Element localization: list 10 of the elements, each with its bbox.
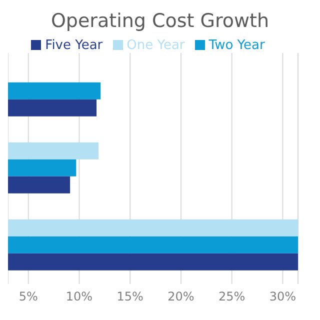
x-tick-label: 20%: [168, 290, 194, 304]
legend-label: Two Year: [208, 38, 265, 53]
legend-label: One Year: [126, 38, 185, 53]
legend-label: Five Year: [45, 38, 103, 53]
x-tick-label: 5%: [18, 290, 38, 304]
x-tick-label: 25%: [218, 290, 246, 304]
chart-title: Operating Cost Growth: [50, 9, 270, 34]
x-tick-label: 10%: [66, 290, 93, 304]
x-tick-label: 15%: [116, 290, 144, 304]
x-tick-label: 30%: [269, 290, 296, 304]
